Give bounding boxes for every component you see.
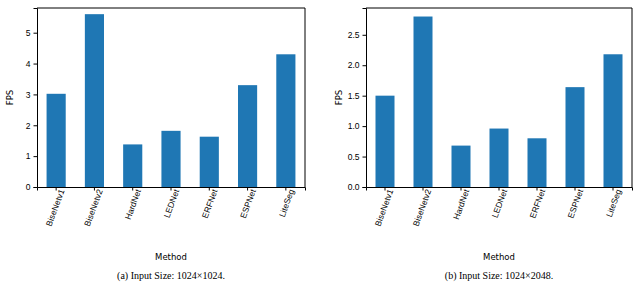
- x-tick: HardNet: [123, 187, 143, 221]
- y-tick-mark: [34, 94, 38, 95]
- y-tick-label: 0.5: [348, 152, 360, 162]
- bar: [490, 129, 509, 187]
- y-tick-mark: [34, 33, 38, 34]
- y-axis: 0 1 2 3 4 5: [26, 9, 38, 193]
- x-tick-label: HardNet: [123, 187, 143, 221]
- bar: [376, 96, 395, 187]
- y-tick-label: 2: [26, 120, 31, 130]
- y-tick: 3: [26, 90, 37, 100]
- bar: [528, 138, 547, 187]
- bar: [276, 54, 295, 187]
- x-tick: BiseNetv1: [373, 187, 396, 228]
- y-tick-label: 1.5: [348, 91, 360, 101]
- chart: 0 1 2 3 4 5 BiseNetv1 BiseNetv2 HardNet LEDNet ERF…: [5, 8, 306, 282]
- x-tick: LEDNet: [490, 187, 510, 219]
- y-tick-mark: [34, 125, 38, 126]
- y-tick-label: 5: [26, 28, 31, 38]
- y-tick-label: 0: [26, 182, 31, 192]
- x-tick: BiseNetv1: [44, 187, 67, 228]
- y-tick-label: 0.0: [348, 182, 360, 192]
- x-tick-label: LEDNet: [490, 187, 510, 219]
- frame-right: [632, 8, 633, 187]
- y-tick: 2.0: [348, 60, 366, 70]
- x-tick-label: LiteSeg: [604, 188, 623, 219]
- bar: [238, 85, 257, 187]
- y-axis-title: FPS: [334, 90, 344, 105]
- x-axis: BiseNetv1 BiseNetv2 HardNet LEDNet ERFNet ESP…: [367, 187, 633, 228]
- x-tick-label: HardNet: [451, 187, 471, 221]
- x-tick-label: ERFNet: [200, 187, 220, 219]
- bars: [47, 14, 296, 187]
- x-tick-label: ERFNet: [528, 187, 548, 219]
- y-tick-mark: [363, 157, 367, 158]
- y-tick: 0.0: [348, 182, 366, 192]
- x-tick: HardNet: [451, 187, 471, 221]
- x-tick: ESPNet: [566, 187, 586, 220]
- y-tick-label: 3: [26, 90, 31, 100]
- x-tick: ERFNet: [528, 187, 548, 220]
- y-tick: 1.0: [348, 121, 366, 131]
- x-tick: BiseNetv2: [82, 187, 105, 228]
- y-axis: 0.0 0.5 1.0 1.5 2.0 2.5: [348, 9, 367, 193]
- chart-title: (b) Input Size: 1024×2048.: [445, 270, 553, 282]
- bar: [604, 54, 623, 187]
- x-axis: BiseNetv1 BiseNetv2 HardNet LEDNet ERFNet ESP…: [38, 187, 306, 228]
- x-tick-label: ESPNet: [238, 187, 258, 219]
- x-tick: LiteSeg: [604, 187, 623, 218]
- bar: [123, 144, 142, 187]
- frame-right: [305, 8, 306, 187]
- x-axis-title: Method: [155, 252, 187, 262]
- y-tick: 2.5: [348, 30, 366, 40]
- y-tick-label: 2.5: [348, 30, 360, 40]
- bar: [414, 17, 433, 187]
- y-tick: 2: [26, 120, 37, 130]
- bar: [161, 131, 180, 187]
- bar: [452, 146, 471, 187]
- y-tick-mark: [34, 64, 38, 65]
- y-tick: 5: [26, 28, 37, 38]
- y-tick-mark: [34, 156, 38, 157]
- y-axis-title: FPS: [5, 90, 15, 105]
- x-tick: BiseNetv2: [411, 187, 434, 228]
- x-tick: LEDNet: [162, 187, 182, 219]
- y-tick-mark: [363, 126, 367, 127]
- y-tick-mark: [363, 96, 367, 97]
- figure: 0 1 2 3 4 5 BiseNetv1 BiseNetv2 HardNet LEDNet ERF…: [0, 0, 640, 289]
- y-tick: 1: [26, 151, 37, 161]
- x-tick: LiteSeg: [277, 187, 296, 218]
- y-tick-mark: [363, 65, 367, 66]
- chart-title: (a) Input Size: 1024×1024.: [117, 270, 225, 282]
- x-tick-label: LiteSeg: [277, 188, 296, 219]
- bar: [566, 87, 585, 187]
- y-tick: 1.5: [348, 91, 366, 101]
- y-axis-line: [363, 9, 367, 188]
- y-tick-mark: [363, 35, 367, 36]
- bars: [376, 17, 623, 187]
- x-tick-label: BiseNetv1: [373, 188, 396, 228]
- y-tick-label: 2.0: [348, 60, 360, 70]
- x-tick-label: ESPNet: [566, 187, 586, 219]
- y-tick: 4: [26, 59, 37, 69]
- bar: [47, 94, 66, 187]
- y-tick-label: 1.0: [348, 121, 360, 131]
- chart: 0.0 0.5 1.0 1.5 2.0 2.5 BiseNetv1 BiseNetv2 Hard…: [334, 8, 633, 282]
- y-axis-line: [34, 9, 38, 188]
- y-tick: 0.5: [348, 152, 366, 162]
- frame-top: [366, 8, 632, 9]
- x-tick-label: BiseNetv2: [411, 188, 434, 228]
- y-tick-mark: [34, 187, 38, 188]
- x-tick: ERFNet: [200, 187, 220, 220]
- y-tick-label: 4: [26, 59, 31, 69]
- frame-top: [37, 8, 305, 9]
- bar: [85, 14, 104, 187]
- x-tick-label: BiseNetv2: [82, 188, 105, 228]
- x-tick: ESPNet: [238, 187, 258, 220]
- y-tick-label: 1: [26, 151, 31, 161]
- x-axis-title: Method: [483, 252, 515, 262]
- bar: [200, 137, 219, 187]
- x-tick-label: BiseNetv1: [44, 188, 67, 228]
- y-tick: 0: [26, 182, 37, 192]
- x-tick-label: LEDNet: [162, 187, 182, 219]
- y-tick-mark: [363, 187, 367, 188]
